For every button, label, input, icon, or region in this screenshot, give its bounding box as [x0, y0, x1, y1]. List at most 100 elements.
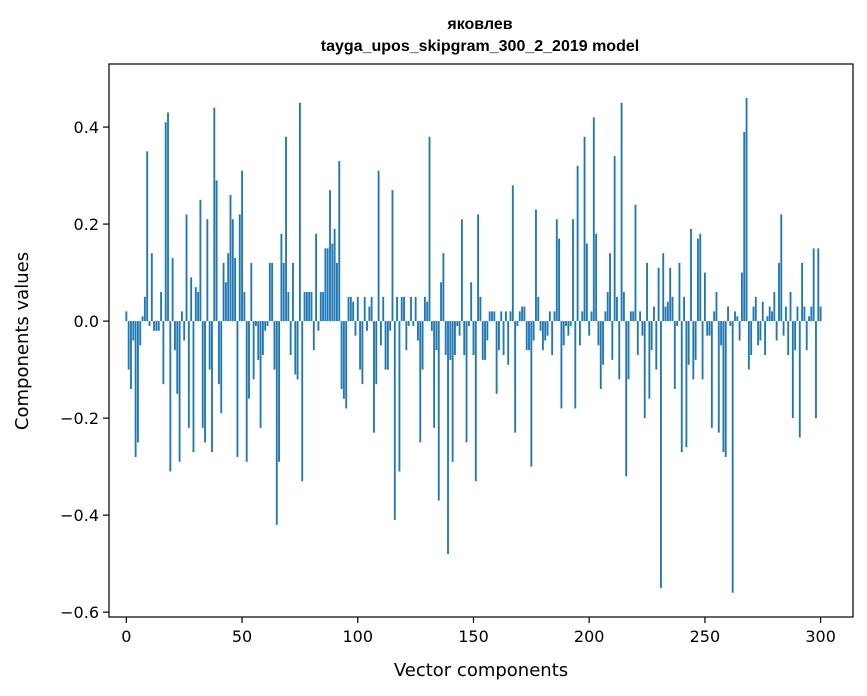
- bar: [676, 321, 679, 326]
- bar: [613, 156, 616, 322]
- bar: [285, 136, 287, 322]
- bar: [296, 321, 299, 380]
- bar: [349, 296, 352, 322]
- bar: [449, 321, 452, 360]
- bar: [458, 321, 461, 336]
- bar: [220, 321, 223, 414]
- bar: [743, 131, 746, 322]
- bar: [185, 214, 188, 322]
- bar: [248, 321, 250, 399]
- bar: [516, 321, 519, 326]
- bar: [130, 321, 132, 390]
- bar: [356, 296, 359, 322]
- bar: [660, 321, 662, 588]
- bar: [514, 321, 517, 433]
- bar: [139, 321, 142, 346]
- bar: [134, 321, 137, 457]
- bar: [595, 233, 598, 322]
- bar: [567, 321, 570, 336]
- bar: [430, 321, 433, 331]
- bar: [342, 321, 345, 399]
- bar: [511, 185, 514, 322]
- bar: [650, 321, 653, 351]
- bar: [419, 321, 422, 443]
- bar: [477, 214, 480, 322]
- bar: [625, 321, 628, 477]
- bar: [474, 321, 477, 482]
- x-tick-label: 300: [805, 627, 836, 646]
- bar: [208, 321, 211, 370]
- bar: [632, 311, 635, 322]
- bar: [146, 151, 149, 322]
- bar: [440, 282, 443, 322]
- bar: [227, 253, 230, 322]
- bar: [590, 311, 593, 322]
- bar: [747, 321, 750, 370]
- bar: [588, 321, 591, 336]
- bar: [592, 117, 595, 322]
- bar: [178, 321, 181, 462]
- bar: [169, 321, 172, 472]
- bar: [634, 204, 637, 322]
- bar: [581, 311, 584, 322]
- bar: [736, 316, 739, 322]
- bar: [655, 321, 658, 370]
- bar: [495, 321, 498, 394]
- bar: [180, 311, 183, 322]
- bar: [694, 321, 697, 360]
- bar: [407, 321, 410, 326]
- bar: [486, 321, 489, 341]
- bar: [509, 311, 512, 322]
- bar: [616, 296, 618, 322]
- bar: [759, 321, 762, 341]
- bar: [160, 291, 162, 322]
- bar: [690, 228, 692, 322]
- bar: [275, 321, 278, 525]
- x-axis-label: Vector components: [394, 660, 568, 681]
- bar: [604, 311, 607, 322]
- bar: [678, 262, 681, 322]
- bar: [553, 311, 556, 322]
- y-tick-label: −0.6: [60, 603, 99, 622]
- bar: [127, 321, 130, 370]
- bar: [599, 321, 602, 390]
- bar: [132, 321, 135, 341]
- bar: [437, 321, 440, 501]
- bar: [572, 219, 574, 322]
- bar: [255, 321, 257, 326]
- bar: [722, 321, 725, 453]
- bar: [310, 291, 313, 322]
- bar: [192, 321, 195, 453]
- bar: [548, 311, 551, 322]
- bar: [379, 321, 382, 346]
- bar: [710, 321, 713, 428]
- bar: [648, 321, 651, 399]
- bar: [627, 321, 630, 380]
- bar: [521, 306, 523, 322]
- bar: [636, 321, 639, 356]
- bar: [673, 321, 676, 390]
- bar: [252, 321, 255, 380]
- bar: [738, 321, 741, 341]
- plot-frame: [108, 63, 854, 618]
- bar: [741, 272, 743, 322]
- bar: [745, 97, 748, 322]
- bar: [817, 248, 820, 322]
- bar: [148, 321, 151, 326]
- bar: [282, 262, 285, 322]
- bar: [646, 262, 648, 322]
- bar: [243, 291, 246, 322]
- bar: [815, 321, 817, 419]
- bar: [268, 262, 271, 322]
- bar: [447, 321, 449, 554]
- bar: [218, 321, 220, 385]
- bar: [261, 321, 264, 356]
- bar: [375, 321, 378, 385]
- bar: [292, 262, 294, 322]
- bar: [333, 228, 336, 322]
- bar: [470, 282, 473, 322]
- bar: [315, 233, 318, 322]
- bar: [507, 321, 510, 365]
- bar: [602, 321, 604, 365]
- bar: [664, 306, 667, 322]
